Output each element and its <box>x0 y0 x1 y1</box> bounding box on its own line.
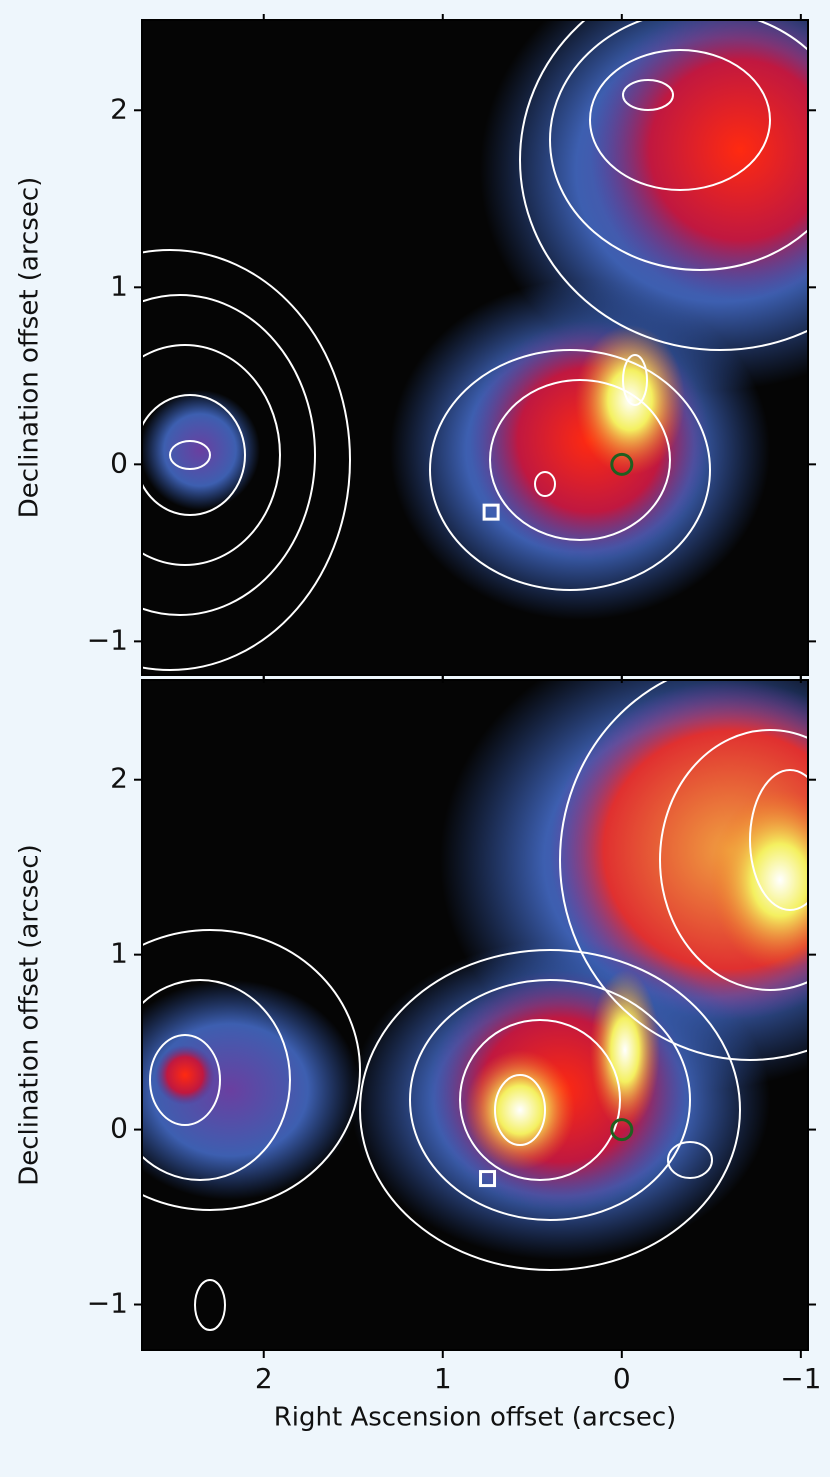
map-panel-1 <box>142 20 808 675</box>
y-tick-label: 0 <box>110 446 128 479</box>
marker-circle <box>610 1118 634 1142</box>
marker-square <box>482 503 500 521</box>
y-axis-label: Declination offset (arcsec) <box>15 177 45 519</box>
frame <box>141 19 809 676</box>
y-tick-label: 0 <box>110 1112 128 1145</box>
map-panel-2 <box>142 680 808 1350</box>
x-tick-label: 0 <box>613 1362 631 1395</box>
y-tick-label: 2 <box>110 762 128 795</box>
y-tick-label: 1 <box>110 937 128 970</box>
y-tick-label: −1 <box>87 623 128 656</box>
x-tick-label: 2 <box>255 1362 273 1395</box>
y-tick-label: 2 <box>110 92 128 125</box>
x-tick-label: −1 <box>780 1362 821 1395</box>
y-tick-label: 1 <box>110 269 128 302</box>
frame <box>141 679 809 1351</box>
x-tick-label: 1 <box>434 1362 452 1395</box>
y-axis-label: Declination offset (arcsec) <box>15 844 45 1186</box>
x-axis-label: Right Ascension offset (arcsec) <box>274 1403 677 1433</box>
marker-square <box>479 1170 497 1188</box>
y-tick-label: −1 <box>87 1287 128 1320</box>
marker-circle <box>610 452 634 476</box>
